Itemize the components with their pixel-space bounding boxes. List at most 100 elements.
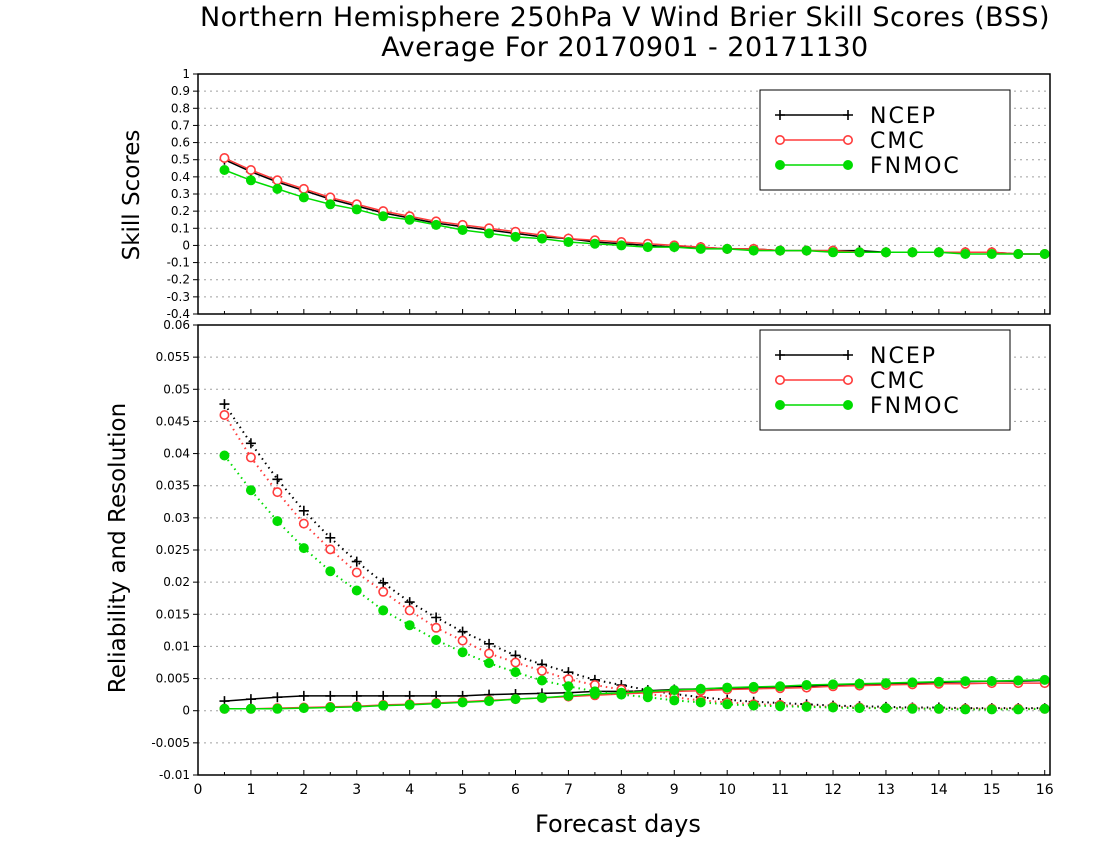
y-tick-label: 0.01 <box>163 639 190 653</box>
legend-label-fnmoc: FNMOC <box>870 154 961 179</box>
y-tick-label: 0.5 <box>171 153 190 167</box>
data-point-fnmoc <box>378 700 389 711</box>
y-tick-label: 0.03 <box>163 511 190 525</box>
data-point-fnmoc <box>748 245 759 256</box>
data-point-fnmoc <box>722 699 733 710</box>
x-tick-label: 10 <box>718 782 736 798</box>
data-point-fnmoc <box>933 247 944 258</box>
data-point-fnmoc <box>695 243 706 254</box>
data-point-fnmoc <box>1013 675 1024 686</box>
data-point-fnmoc <box>880 678 891 689</box>
data-point-fnmoc <box>245 703 256 714</box>
legend-label-cmc: CMC <box>870 369 926 394</box>
series-line-cmc-dotted <box>223 414 1045 710</box>
data-point-fnmoc <box>801 680 812 690</box>
y-tick-label: 0.06 <box>163 318 190 332</box>
data-point-fnmoc <box>510 667 521 678</box>
series-group <box>219 153 1050 260</box>
data-point-fnmoc <box>484 696 495 707</box>
data-point-ncep <box>219 399 230 410</box>
data-point-fnmoc <box>378 211 389 222</box>
y-tick-label: 0.9 <box>171 84 190 98</box>
y-tick-label: -0.2 <box>167 273 190 287</box>
data-point-fnmoc <box>828 679 839 690</box>
data-point-fnmoc <box>828 702 839 713</box>
x-tick-label: 0 <box>194 782 203 798</box>
data-point-fnmoc <box>484 228 495 239</box>
data-point-ncep <box>245 694 256 705</box>
data-point-ncep <box>325 532 336 543</box>
data-point-ncep <box>298 505 309 516</box>
data-point-fnmoc <box>536 233 547 244</box>
data-point-fnmoc <box>589 686 600 697</box>
data-point-fnmoc <box>272 183 283 194</box>
data-point-fnmoc <box>775 681 786 692</box>
data-point-fnmoc <box>563 681 574 692</box>
data-point-fnmoc <box>986 249 997 259</box>
data-point-fnmoc <box>510 694 521 705</box>
legend-marker <box>775 400 785 410</box>
y-tick-label: -0.01 <box>159 768 190 782</box>
x-tick-label: 15 <box>983 782 1001 798</box>
x-tick-label: 2 <box>299 782 308 798</box>
x-tick-label: 3 <box>352 782 361 798</box>
x-tick-label: 1 <box>246 782 255 798</box>
data-point-ncep <box>378 690 389 701</box>
data-point-ncep <box>272 474 283 485</box>
x-tick-label: 11 <box>771 782 789 798</box>
y-tick-label: 0.025 <box>156 543 190 557</box>
y-tick-label: 0.4 <box>171 170 190 184</box>
data-point-fnmoc <box>325 702 336 713</box>
data-point-cmc <box>351 567 362 578</box>
legend-marker <box>775 110 785 120</box>
data-point-ncep <box>457 626 468 637</box>
data-point-ncep <box>404 690 415 701</box>
x-tick-label: 5 <box>458 782 467 798</box>
data-point-fnmoc <box>404 620 415 631</box>
series-line-ncep-dotted <box>223 403 1045 710</box>
data-point-fnmoc <box>563 690 574 701</box>
data-point-cmc <box>457 635 468 646</box>
data-point-fnmoc <box>960 249 971 259</box>
y-tick-label: 0.04 <box>163 447 190 461</box>
data-point-fnmoc <box>219 450 230 461</box>
x-tick-label: 16 <box>1036 782 1054 798</box>
data-point-fnmoc <box>669 695 680 706</box>
data-point-fnmoc <box>748 700 759 711</box>
y-tick-label: 0.045 <box>156 414 190 428</box>
chart-subtitle: Average For 20170901 - 20171130 <box>381 32 869 63</box>
data-point-ncep <box>245 438 256 449</box>
x-tick-label: 8 <box>617 782 626 798</box>
data-point-fnmoc <box>907 703 918 714</box>
data-point-fnmoc <box>298 192 309 203</box>
data-point-cmc <box>484 648 495 659</box>
data-point-fnmoc <box>245 485 256 496</box>
series-line-fnmoc-dotted <box>223 454 1045 711</box>
y-tick-label: 0.1 <box>171 221 190 235</box>
data-point-fnmoc <box>272 703 283 714</box>
y-tick-label: -0.3 <box>167 290 190 304</box>
legend-marker <box>842 135 853 146</box>
x-tick-label: 9 <box>670 782 679 798</box>
data-point-fnmoc <box>351 701 362 712</box>
data-point-fnmoc <box>616 689 627 700</box>
data-point-cmc <box>536 665 547 676</box>
data-point-fnmoc <box>616 240 627 251</box>
data-point-ncep <box>484 638 495 649</box>
data-point-fnmoc <box>404 699 415 710</box>
data-point-ncep <box>298 690 309 701</box>
plot-frame <box>197 324 1051 776</box>
x-tick-label: 13 <box>877 782 895 798</box>
data-point-fnmoc <box>298 543 309 554</box>
data-point-fnmoc <box>245 175 256 186</box>
data-point-fnmoc <box>986 704 997 715</box>
y-tick-label: -0.005 <box>151 736 190 750</box>
data-point-fnmoc <box>907 247 918 258</box>
panel-skill-scores: -0.4 -0.3 -0.2 -0.1 0 0.1 0.2 0.3 0.4 0.5 0.6 0.7 0.… <box>167 67 1051 321</box>
data-point-cmc <box>404 605 415 616</box>
data-point-fnmoc <box>1039 674 1050 685</box>
data-point-fnmoc <box>642 692 653 703</box>
data-point-cmc <box>325 544 336 555</box>
